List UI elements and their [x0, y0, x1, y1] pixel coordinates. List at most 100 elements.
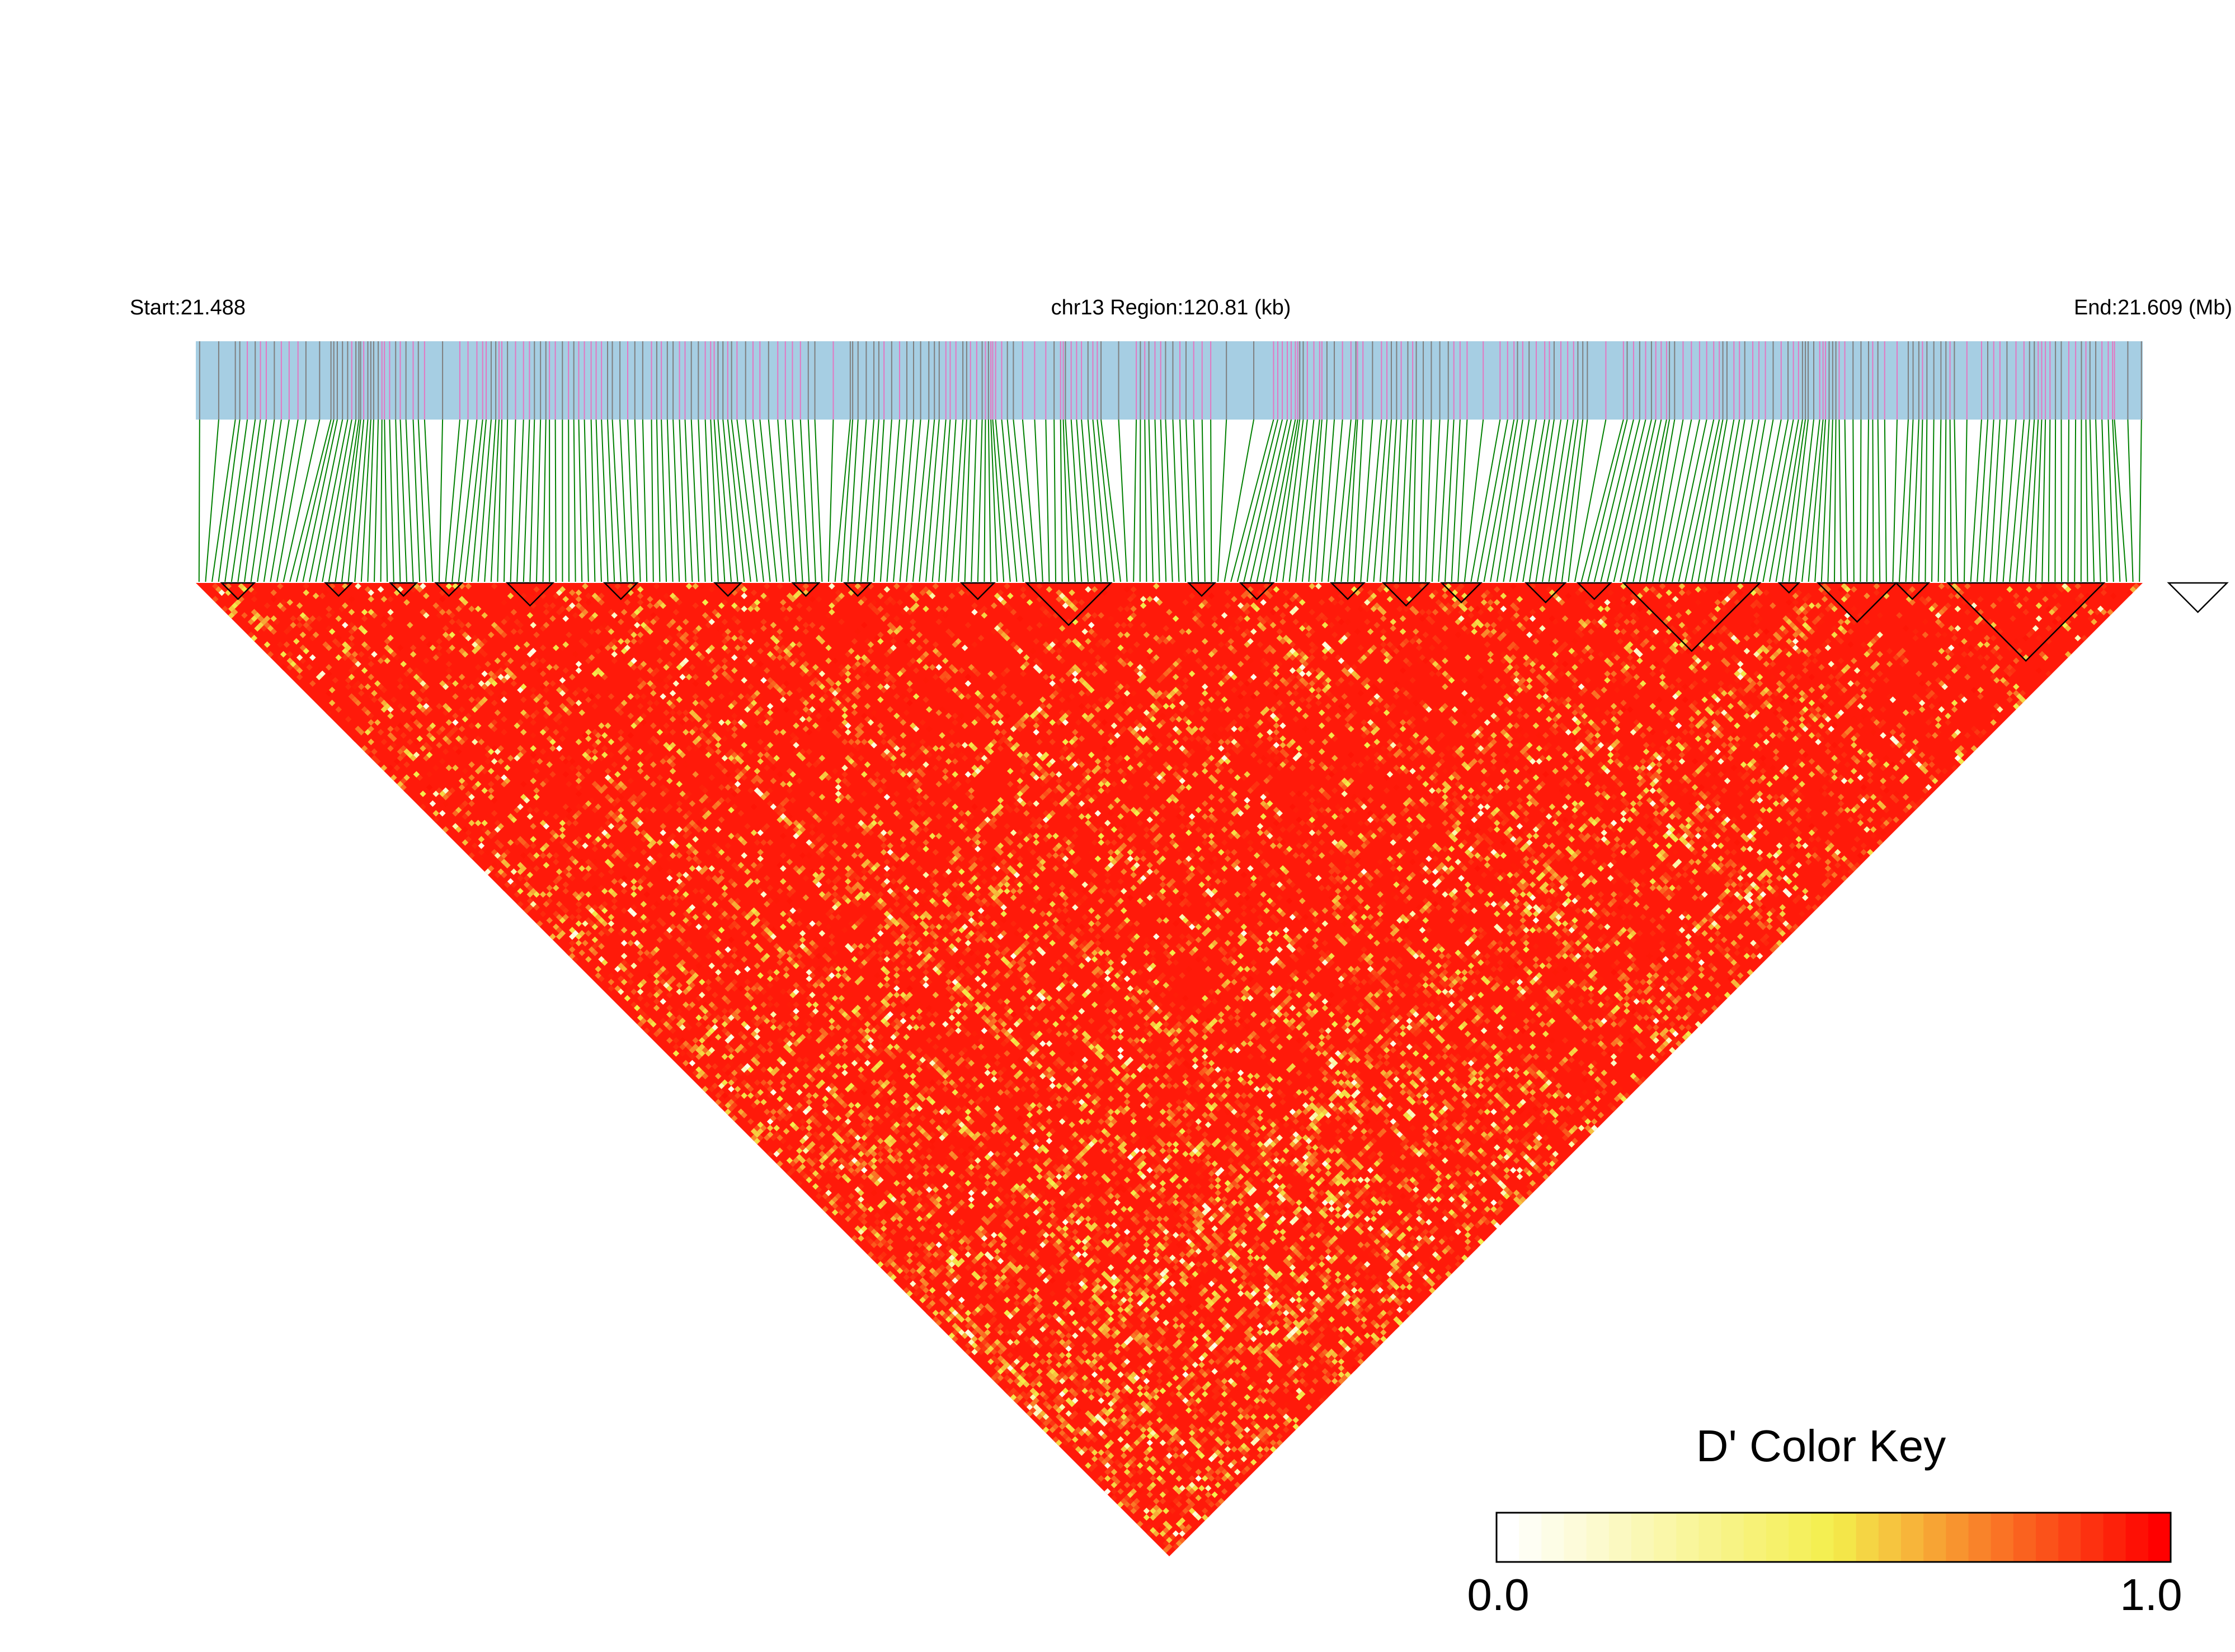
ld-cell — [546, 917, 553, 924]
snp-connector — [704, 419, 713, 582]
ld-cell — [747, 989, 754, 995]
ld-cell — [309, 615, 316, 622]
ld-cell — [1121, 1420, 1127, 1427]
ld-cell — [858, 1157, 864, 1164]
snp-connector — [1844, 419, 1848, 582]
ld-cell — [1088, 1433, 1095, 1440]
ld-cell — [254, 625, 261, 632]
ld-cell — [368, 726, 374, 732]
ld-cell — [812, 1118, 819, 1125]
ld-cell — [942, 1235, 949, 1242]
ld-cell — [637, 917, 644, 924]
ld-cell — [1101, 1459, 1108, 1466]
ld-cell — [831, 1072, 839, 1080]
ld-cell — [620, 978, 628, 986]
ld-cell — [1143, 1384, 1150, 1391]
snp-connector — [1730, 419, 1760, 582]
ld-cell — [1117, 1423, 1124, 1430]
snp-connector — [1013, 419, 1031, 582]
ld-cell — [1039, 1326, 1046, 1333]
ld-cell — [854, 1141, 861, 1148]
snp-connector — [1977, 419, 1989, 582]
ld-cell — [1107, 1459, 1114, 1466]
ld-cell — [1039, 1313, 1046, 1320]
ld-cell — [533, 904, 540, 911]
snp-connector — [1852, 419, 1855, 582]
ld-cell — [1004, 1362, 1010, 1368]
ld-cell — [991, 1342, 997, 1349]
ld-cell — [1023, 1394, 1030, 1401]
ld-cell — [1081, 1387, 1088, 1394]
ld-cell — [867, 1238, 874, 1245]
ld-cell — [1058, 1423, 1066, 1430]
snp-connector — [2041, 419, 2046, 582]
ld-cell — [786, 1144, 793, 1151]
snp-connector — [380, 419, 383, 582]
ld-cell — [1104, 1384, 1111, 1391]
snp-connector — [237, 419, 261, 582]
ld-cell — [666, 985, 673, 992]
ld-cell — [1179, 1452, 1185, 1459]
ld-cell — [854, 1102, 861, 1109]
ld-cell — [845, 1118, 851, 1125]
ld-cell — [669, 975, 676, 982]
ld-cell — [1062, 1433, 1069, 1440]
ld-cell — [1114, 1420, 1121, 1427]
ld-cell — [1069, 1362, 1075, 1368]
ld-cell — [1013, 1378, 1020, 1385]
ld-cell — [1146, 1427, 1153, 1433]
ld-cell — [799, 1157, 806, 1164]
ld-cell — [650, 969, 657, 976]
ld-cell — [744, 1005, 751, 1011]
ld-cell — [449, 729, 455, 736]
ld-cell — [410, 709, 417, 716]
ld-cell — [1117, 1501, 1124, 1508]
ld-cell — [1004, 1310, 1010, 1316]
ld-cell — [261, 644, 267, 651]
ld-cell — [1146, 1465, 1153, 1472]
ld-cell — [845, 1176, 851, 1183]
ld-cell — [971, 1322, 978, 1329]
ld-cell — [731, 1102, 738, 1109]
ld-cell — [1078, 1378, 1085, 1385]
ld-cell — [991, 1264, 997, 1271]
ld-cell — [903, 1164, 910, 1170]
ld-cell — [883, 1137, 891, 1145]
ld-cell — [656, 975, 664, 982]
ld-cell — [306, 664, 313, 671]
ld-cell — [608, 888, 615, 895]
ld-cell — [1065, 1345, 1072, 1352]
snp-connector — [1081, 419, 1095, 582]
ld-cell — [1175, 1494, 1183, 1502]
ld-cell — [1179, 1524, 1185, 1531]
ld-cell — [591, 845, 599, 853]
ld-cell — [1098, 1364, 1104, 1372]
ld-cell — [462, 768, 469, 775]
ld-cell — [861, 1218, 868, 1226]
ld-cell — [481, 826, 488, 833]
ld-cell — [789, 1167, 796, 1174]
ld-cell — [867, 1147, 874, 1154]
ld-cell — [912, 1251, 920, 1258]
snp-connector — [1496, 419, 1523, 582]
ld-cell — [530, 836, 537, 843]
ld-cell — [1046, 1404, 1053, 1410]
snp-connector — [1139, 419, 1141, 582]
ld-cell — [705, 1011, 712, 1018]
ld-cell — [442, 826, 449, 833]
ld-cell — [1088, 1413, 1095, 1420]
ld-cell — [348, 667, 355, 674]
ld-cell — [871, 1254, 877, 1262]
ld-cell — [893, 1199, 900, 1206]
ld-cell — [1153, 1459, 1160, 1466]
ld-cell — [1081, 1342, 1088, 1349]
ld-cell — [1188, 1436, 1196, 1443]
ld-cell — [1094, 1387, 1102, 1394]
ld-cell — [932, 1199, 939, 1206]
ld-cell — [348, 596, 355, 603]
snp-connector — [1665, 419, 1700, 582]
ld-cell — [1127, 1491, 1134, 1498]
ld-cell — [1104, 1378, 1111, 1385]
ld-cell — [896, 1151, 904, 1157]
ld-cell — [1098, 1378, 1104, 1385]
